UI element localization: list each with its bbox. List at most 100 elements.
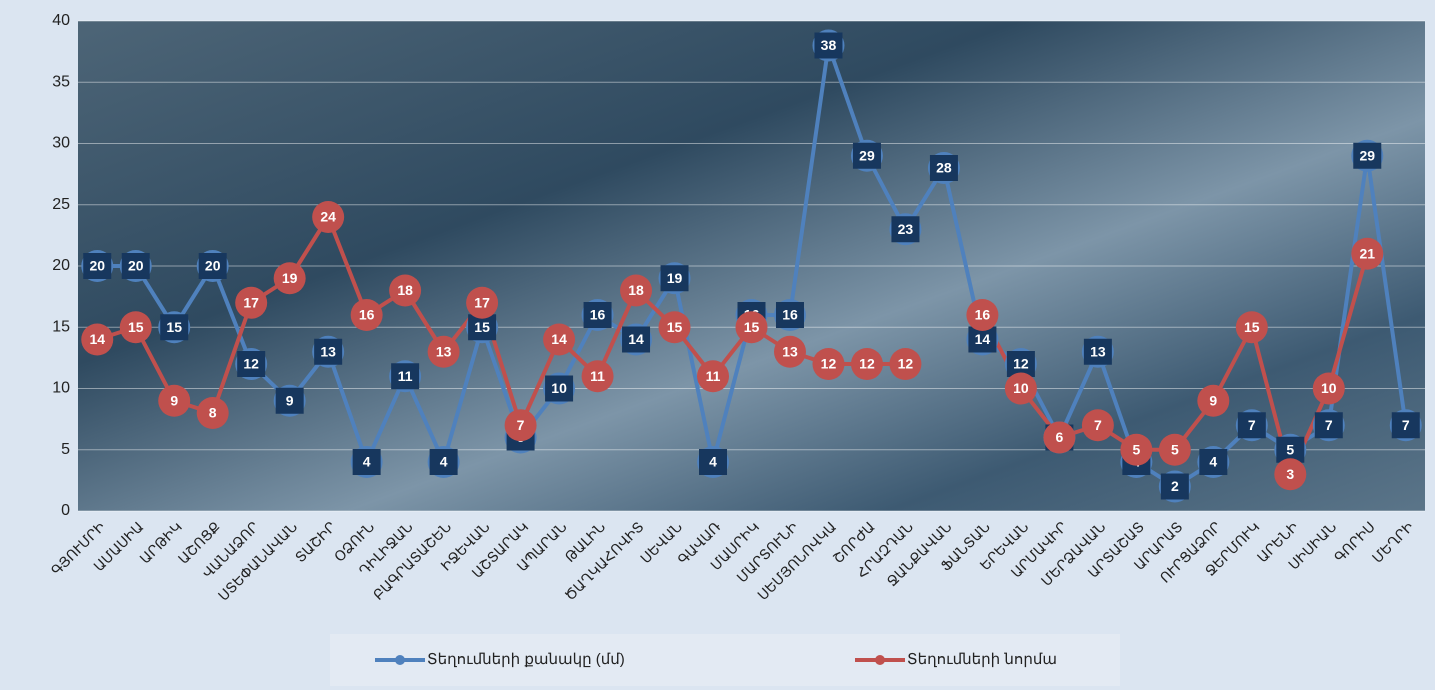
data-label: 19: [667, 270, 683, 286]
point: [196, 397, 229, 429]
data-label: 14: [628, 331, 644, 347]
data-label: 38: [821, 37, 837, 53]
label-box: [929, 155, 958, 181]
point: [504, 409, 537, 442]
point: [1235, 311, 1268, 344]
label-box: [699, 449, 728, 475]
data-label: 23: [898, 221, 914, 237]
data-label: 17: [474, 294, 490, 310]
data-label: 13: [782, 343, 798, 359]
data-label: 10: [1013, 380, 1029, 396]
data-label: 14: [89, 331, 105, 347]
data-label: 19: [282, 270, 298, 286]
point: [119, 311, 152, 344]
point: [1274, 458, 1307, 491]
data-label: 13: [320, 343, 336, 359]
data-label: 8: [209, 405, 217, 421]
data-label: 9: [170, 392, 178, 408]
label-box: [1314, 412, 1343, 439]
point: [1043, 421, 1076, 454]
data-label: 28: [936, 160, 952, 176]
label-box: [660, 265, 689, 292]
point: [158, 384, 191, 417]
data-label: 5: [1286, 441, 1294, 457]
data-label: 16: [590, 307, 606, 323]
data-label: 10: [1321, 380, 1337, 396]
y-tick-label: 10: [52, 380, 70, 397]
point: [273, 262, 306, 295]
point: [1351, 237, 1384, 270]
point: [312, 201, 345, 233]
label-box: [391, 363, 420, 390]
data-label: 17: [243, 294, 259, 310]
point: [773, 335, 806, 368]
label-box: [352, 449, 381, 475]
label-box: [1353, 142, 1382, 169]
data-label: 14: [551, 331, 567, 347]
y-tick-label: 20: [52, 257, 70, 274]
data-label: 15: [128, 319, 144, 335]
point: [658, 311, 691, 344]
point: [581, 360, 614, 393]
data-label: 10: [551, 380, 567, 396]
point: [427, 335, 460, 368]
label-box: [160, 314, 189, 341]
label-box: [545, 375, 574, 402]
plot-background: [78, 21, 1425, 511]
label-box: [814, 32, 843, 59]
label-box: [852, 142, 881, 169]
data-label: 18: [628, 282, 644, 298]
data-label: 15: [667, 319, 683, 335]
data-label: 16: [782, 307, 798, 323]
legend-label: Տեղումների նորմա: [907, 651, 1057, 668]
data-label: 3: [1286, 466, 1294, 482]
point: [889, 348, 922, 380]
data-label: 13: [1090, 343, 1106, 359]
data-label: 16: [359, 307, 375, 323]
data-label: 15: [1244, 319, 1260, 335]
data-label: 4: [709, 454, 717, 470]
data-label: 12: [859, 356, 875, 372]
y-tick-label: 25: [52, 196, 70, 213]
point: [81, 323, 114, 356]
legend-box: [330, 634, 1120, 686]
data-label: 20: [128, 258, 144, 274]
point: [1158, 433, 1191, 466]
data-label: 12: [898, 356, 914, 372]
y-tick-label: 35: [52, 73, 70, 90]
label-box: [1160, 473, 1189, 500]
data-label: 15: [744, 319, 760, 335]
data-label: 4: [363, 454, 371, 470]
data-label: 9: [286, 392, 294, 408]
data-label: 14: [975, 331, 991, 347]
label-box: [198, 253, 227, 279]
label-box: [1199, 449, 1228, 475]
label-box: [622, 326, 651, 353]
data-label: 9: [1209, 392, 1217, 408]
data-label: 11: [706, 368, 721, 384]
point: [812, 348, 845, 380]
point: [735, 311, 768, 344]
point: [1197, 384, 1230, 417]
y-tick-label: 40: [52, 12, 70, 29]
point: [235, 286, 268, 319]
label-box: [775, 302, 804, 328]
data-label: 20: [89, 258, 105, 274]
point: [466, 286, 499, 319]
point: [850, 348, 883, 380]
data-label: 4: [440, 454, 448, 470]
legend-marker: [875, 655, 885, 665]
data-label: 12: [243, 356, 259, 372]
label-box: [583, 302, 612, 328]
data-label: 16: [975, 307, 991, 323]
data-label: 2: [1171, 478, 1179, 494]
legend-label: Տեղումների քանակը (մմ): [427, 651, 625, 668]
label-box: [314, 338, 343, 365]
point: [389, 274, 422, 307]
point: [1120, 433, 1153, 466]
data-label: 21: [1359, 245, 1375, 261]
data-label: 7: [1094, 417, 1102, 433]
point: [697, 360, 730, 393]
data-label: 5: [1171, 441, 1179, 457]
